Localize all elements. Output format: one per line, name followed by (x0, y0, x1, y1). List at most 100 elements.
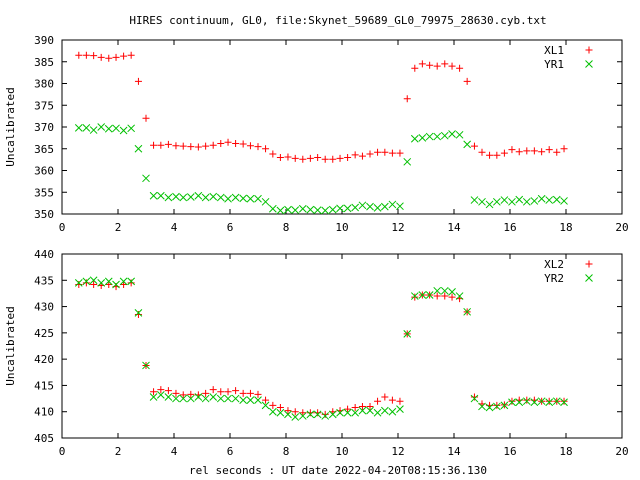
data-point (351, 203, 360, 212)
legend-marker (585, 46, 593, 54)
data-point (284, 407, 292, 415)
data-point (246, 142, 254, 150)
data-point (119, 277, 128, 286)
x-tick-label: 6 (227, 221, 234, 234)
data-point (463, 307, 472, 316)
data-point (388, 200, 397, 209)
data-point (120, 280, 128, 288)
data-point (448, 293, 456, 301)
data-point (456, 64, 464, 72)
data-point (396, 397, 404, 405)
data-point (329, 155, 337, 163)
data-point (75, 280, 83, 288)
data-point (82, 124, 91, 132)
data-point (470, 142, 478, 150)
data-point (455, 130, 464, 139)
data-point (179, 142, 187, 150)
data-point (321, 155, 329, 163)
data-point (134, 77, 142, 85)
data-point (291, 408, 299, 416)
data-point (380, 406, 389, 415)
data-point (485, 200, 494, 209)
data-point (239, 194, 248, 203)
data-point (194, 191, 203, 200)
x-tick-label: 2 (115, 221, 122, 234)
data-point (328, 205, 337, 214)
data-point (119, 126, 128, 135)
data-point (104, 277, 113, 286)
data-point (478, 148, 486, 156)
data-point (306, 154, 314, 162)
data-point (209, 386, 217, 394)
data-point (515, 195, 524, 204)
data-point (381, 393, 389, 401)
data-point (186, 394, 195, 403)
data-point (179, 394, 188, 403)
data-point (500, 149, 508, 157)
data-point (418, 134, 427, 142)
data-point (97, 279, 106, 287)
data-point (284, 205, 292, 214)
x-tick-label: 16 (503, 445, 516, 458)
legend-marker (585, 260, 593, 268)
series-xl2 (75, 279, 568, 418)
panel-top: 0 2 4 6 8 10 12 14 16 18 20 350 355 360 365 370 375 380 38… (4, 34, 629, 234)
data-point (552, 195, 561, 204)
data-point (82, 277, 91, 286)
data-point (150, 388, 158, 396)
data-point (530, 147, 538, 155)
y-tick-label: 405 (34, 432, 54, 445)
y-tick-label: 365 (34, 143, 54, 156)
data-point (261, 197, 270, 206)
data-point (254, 143, 262, 151)
data-point (321, 412, 330, 420)
data-point (560, 398, 568, 407)
data-point (246, 389, 254, 397)
data-point (553, 148, 561, 156)
data-point (344, 153, 352, 161)
data-point (388, 407, 397, 416)
y-axis-label: Uncalibrated (4, 87, 17, 166)
data-point (187, 143, 195, 151)
data-point (314, 409, 322, 417)
x-tick-label: 12 (391, 445, 404, 458)
data-point (172, 389, 180, 397)
x-tick-label: 18 (559, 221, 572, 234)
data-point (231, 193, 240, 202)
data-point (246, 194, 255, 203)
panel-bottom: 0 2 4 6 8 10 12 14 16 18 20 405 410 415 420 425 430 435 44… (4, 248, 629, 458)
data-point (321, 206, 330, 215)
data-point (508, 398, 516, 407)
data-point (373, 204, 382, 212)
data-point (90, 52, 98, 60)
data-point (89, 126, 98, 134)
data-point (358, 402, 366, 410)
data-point (358, 406, 367, 415)
x-tick-label: 12 (391, 221, 404, 234)
data-point (262, 145, 270, 153)
data-point (90, 280, 98, 288)
data-point (560, 145, 568, 153)
data-point (224, 194, 232, 203)
data-point (523, 147, 531, 155)
data-point (164, 393, 173, 401)
data-point (366, 402, 374, 410)
data-point (403, 95, 411, 103)
x-tick-label: 0 (59, 445, 66, 458)
data-point (314, 153, 322, 161)
data-point (112, 53, 120, 61)
data-point (254, 390, 262, 398)
data-point (492, 197, 501, 206)
x-tick-label: 20 (615, 445, 628, 458)
data-point (344, 405, 352, 413)
data-point (396, 149, 404, 157)
x-tick-label: 10 (335, 221, 348, 234)
data-point (298, 412, 307, 420)
data-point (239, 140, 247, 148)
data-point (538, 148, 546, 156)
data-point (299, 155, 307, 163)
data-point (343, 408, 352, 417)
data-point (313, 410, 322, 419)
x-tick-label: 18 (559, 445, 572, 458)
data-point (209, 192, 218, 201)
